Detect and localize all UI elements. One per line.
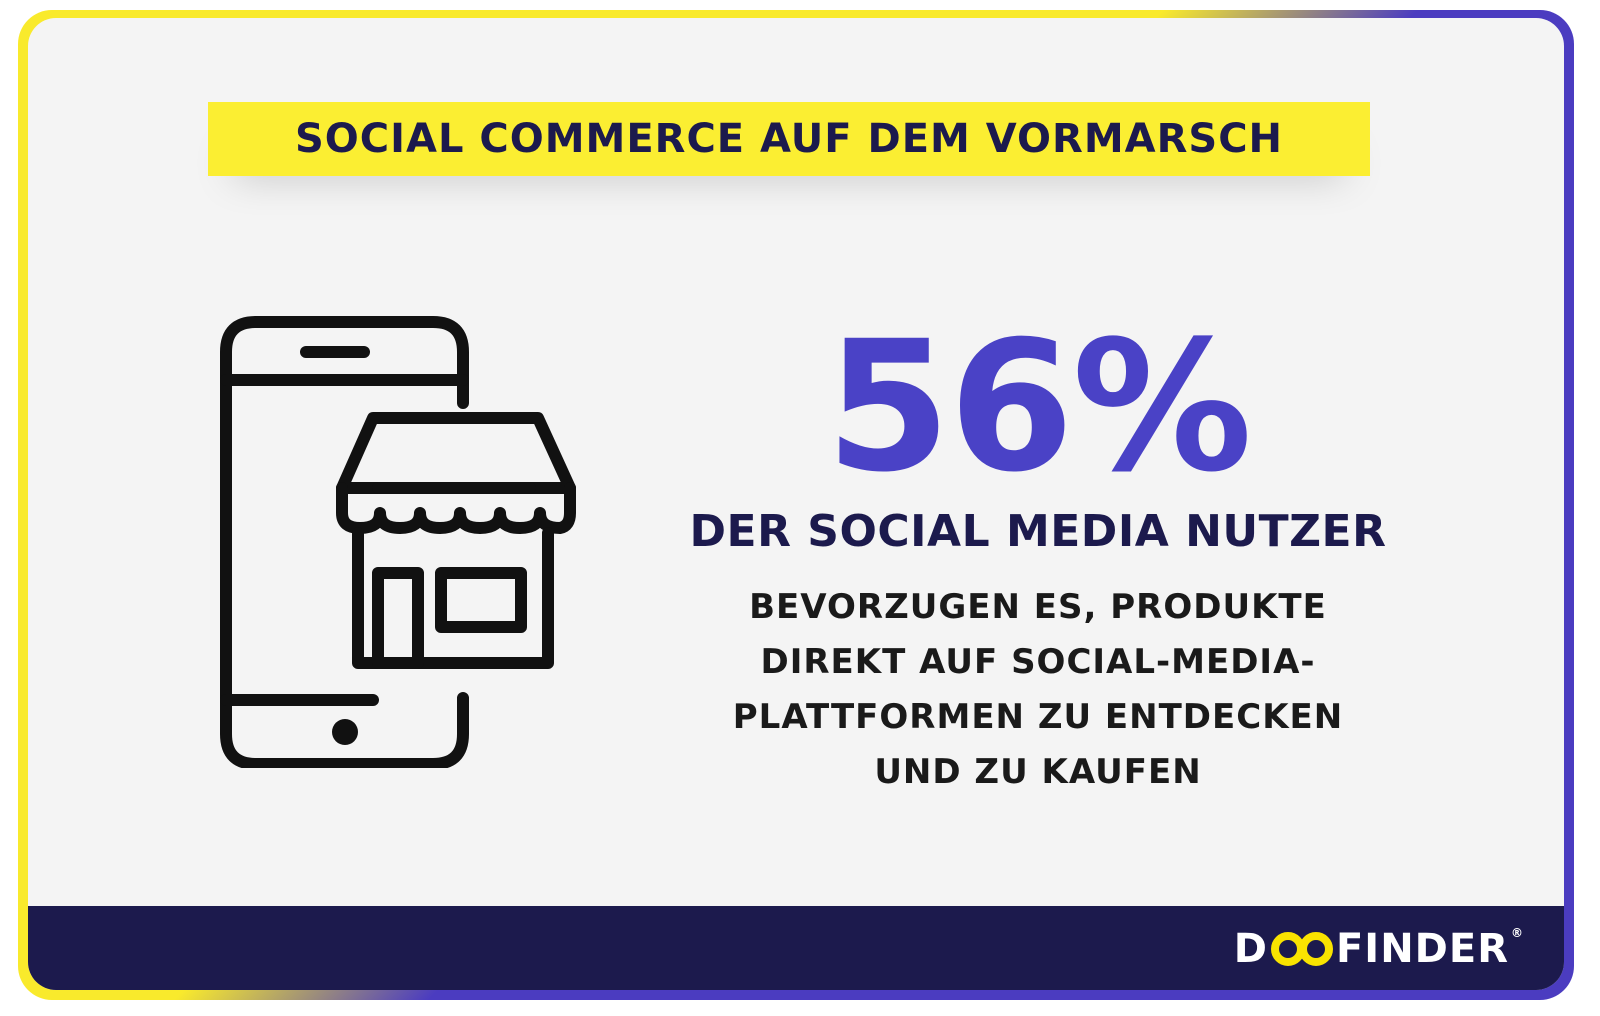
doofinder-logo: D FINDER ® xyxy=(1234,926,1524,972)
page-title: SOCIAL COMMERCE AUF DEM VORMARSCH xyxy=(294,116,1284,162)
title-banner: SOCIAL COMMERCE AUF DEM VORMARSCH xyxy=(208,102,1370,176)
statistic-block: 56% DER SOCIAL MEDIA NUTZER BEVORZUGEN E… xyxy=(648,318,1428,800)
stat-subheading: DER SOCIAL MEDIA NUTZER xyxy=(689,506,1387,557)
description-line: PLATTFORMEN ZU ENTDECKEN xyxy=(732,697,1344,737)
description-line: DIREKT AUF SOCIAL-MEDIA- xyxy=(760,642,1316,682)
stat-description: BEVORZUGEN ES, PRODUKTE DIREKT AUF SOCIA… xyxy=(648,580,1428,800)
footer-bar: D FINDER ® xyxy=(28,906,1564,990)
description-line: BEVORZUGEN ES, PRODUKTE xyxy=(749,587,1327,627)
logo-suffix: FINDER xyxy=(1335,926,1509,972)
logo-rings-icon xyxy=(1270,932,1333,966)
infographic-card: SOCIAL COMMERCE AUF DEM VORMARSCH 56% DE… xyxy=(28,18,1564,990)
logo-prefix: D xyxy=(1233,926,1268,972)
smartphone-store-icon xyxy=(220,316,576,768)
description-line: UND ZU KAUFEN xyxy=(874,752,1202,792)
registered-mark: ® xyxy=(1511,926,1524,940)
stat-value: 56% xyxy=(825,303,1253,512)
